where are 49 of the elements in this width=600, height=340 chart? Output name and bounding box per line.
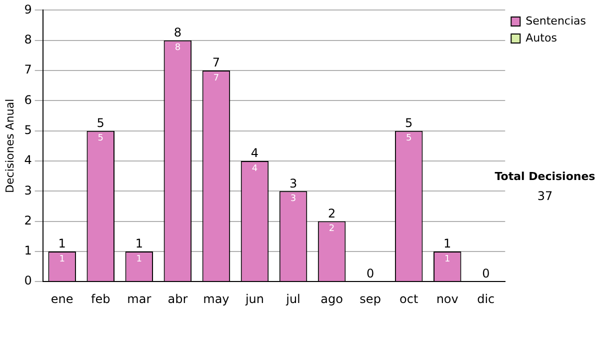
x-tick-label: oct [400, 292, 418, 306]
total-label: 1 [135, 236, 143, 251]
total-label: 0 [366, 266, 374, 281]
x-tick-label: abr [168, 292, 188, 306]
y-tick-label: 9 [24, 2, 32, 16]
x-tick-label: nov [436, 292, 458, 306]
total-label: 7 [212, 56, 220, 70]
total-label: 1 [58, 236, 66, 251]
total-label: 2 [328, 206, 336, 220]
legend-label: Autos [526, 31, 558, 44]
total-label: 5 [96, 116, 104, 130]
x-tick-label: ene [50, 292, 74, 306]
data-label: 1 [444, 254, 450, 264]
data-label: 5 [98, 134, 104, 144]
data-label: 8 [174, 43, 181, 54]
x-tick-label: may [203, 292, 230, 306]
data-label: 2 [328, 224, 335, 234]
text: 37 [536, 189, 554, 203]
total-label: 1 [444, 236, 452, 251]
data-label: 7 [213, 73, 220, 84]
y-tick-label: 1 [24, 244, 32, 258]
y-tick-label: 6 [24, 92, 32, 107]
x-tick-label: mar [127, 292, 152, 306]
total-label: 8 [174, 25, 182, 40]
total-label: 5 [405, 116, 413, 130]
data-label: 1 [59, 254, 65, 264]
x-tick-label: jul [285, 292, 300, 306]
y-tick-label: 5 [24, 122, 32, 137]
x-tick-label: sep [360, 292, 381, 306]
y-tick-label: 7 [24, 62, 32, 77]
x-tick-label: ago [320, 292, 343, 306]
data-label: 4 [252, 164, 258, 174]
x-tick-label: jun [244, 292, 264, 306]
y-tick-label: 0 [24, 274, 32, 288]
y-tick-label: 8 [24, 32, 32, 46]
legend-label: Sentencias [526, 14, 586, 28]
y-tick-label: 2 [24, 213, 32, 228]
annotation: Total Decisiones [494, 170, 596, 183]
x-tick-label: feb [91, 292, 110, 306]
total-label: 3 [289, 176, 298, 190]
y-tick-label: 3 [24, 183, 32, 198]
data-label: 3 [290, 194, 296, 204]
total-label: 4 [250, 146, 259, 160]
y-axis-title: Decisiones Anual [3, 98, 16, 193]
x-tick-label: dic [477, 292, 495, 306]
total-label: 0 [482, 266, 490, 281]
data-label: 1 [136, 254, 142, 264]
y-tick-label: 4 [24, 153, 32, 168]
data-label: 5 [406, 134, 412, 144]
